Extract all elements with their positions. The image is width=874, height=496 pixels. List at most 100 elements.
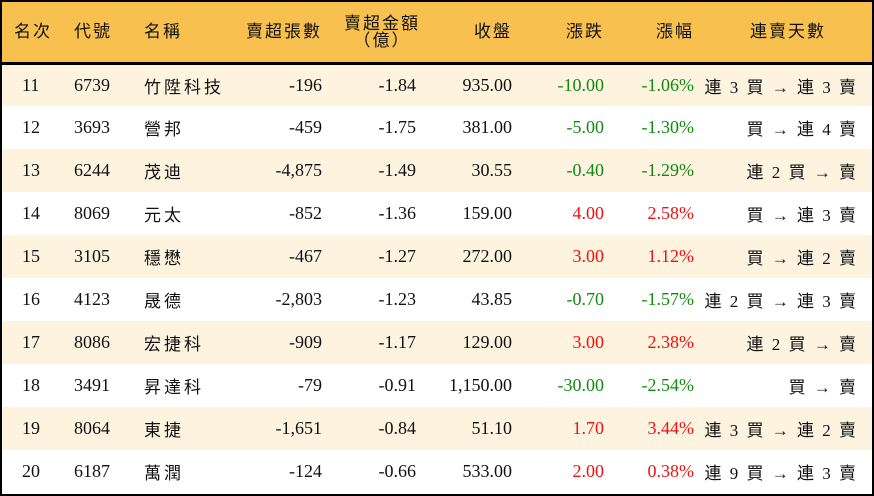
cell-net-sell-lots: -79 — [298, 375, 322, 395]
cell-net-sell-lots: -1,651 — [275, 418, 323, 438]
table-row[interactable]: 18 3491 昇達科 -79 -0.91 1,150.00 -30.00 -2… — [2, 364, 872, 407]
cell-net-sell-amount: -1.27 — [378, 246, 417, 266]
table-row[interactable]: 17 8086 宏捷科 -909 -1.17 129.00 3.00 2.38%… — [2, 321, 872, 364]
cell-name: 昇達科 — [144, 378, 204, 397]
cell-code: 3693 — [74, 117, 110, 137]
table-row[interactable]: 13 6244 茂迪 -4,875 -1.49 30.55 -0.40 -1.2… — [2, 149, 872, 192]
cell-streak: 買 → 連 2 賣 — [746, 249, 858, 268]
cell-net-sell-lots: -852 — [289, 203, 322, 223]
cell-net-sell-amount: -1.23 — [378, 289, 417, 309]
cell-change-pct: -1.57% — [641, 289, 695, 309]
header-row: 名次 代號 名稱 賣超張數 賣超金額 （億） 收盤 漲跌 漲幅 連賣天數 — [2, 2, 872, 65]
header-streak[interactable]: 連賣天數 — [704, 2, 872, 65]
cell-net-sell-lots: -4,875 — [275, 160, 323, 180]
cell-streak: 連 2 買 → 賣 — [746, 335, 858, 354]
cell-code: 4123 — [74, 289, 110, 309]
cell-rank: 14 — [22, 203, 40, 223]
header-change[interactable]: 漲跌 — [522, 2, 614, 65]
header-net-sell-lots[interactable]: 賣超張數 — [222, 2, 332, 65]
cell-rank: 16 — [22, 289, 40, 309]
cell-change: -10.00 — [557, 74, 605, 95]
cell-name: 元太 — [144, 206, 184, 225]
header-code[interactable]: 代號 — [64, 2, 132, 65]
cell-change-pct: -1.30% — [641, 117, 695, 137]
cell-name: 茂迪 — [144, 163, 184, 182]
cell-change-pct: -1.06% — [641, 74, 695, 95]
cell-streak: 連 9 買 → 連 3 賣 — [704, 464, 858, 483]
cell-close: 30.55 — [471, 160, 513, 180]
cell-streak: 連 2 買 → 賣 — [746, 163, 858, 182]
cell-streak: 連 3 買 → 連 3 賣 — [704, 77, 858, 97]
cell-net-sell-lots: -196 — [289, 74, 322, 95]
cell-change-pct: 1.12% — [647, 246, 695, 266]
cell-net-sell-amount: -1.17 — [378, 332, 417, 352]
cell-change: -30.00 — [557, 375, 605, 395]
header-name[interactable]: 名稱 — [132, 2, 222, 65]
cell-net-sell-lots: -467 — [289, 246, 322, 266]
cell-name: 萬潤 — [144, 464, 184, 483]
cell-close: 533.00 — [462, 461, 513, 481]
table-row[interactable]: 12 3693 營邦 -459 -1.75 381.00 -5.00 -1.30… — [2, 106, 872, 149]
cell-name: 東捷 — [144, 421, 184, 440]
table-row[interactable]: 14 8069 元太 -852 -1.36 159.00 4.00 2.58% … — [2, 192, 872, 235]
table-row[interactable]: 16 4123 晟德 -2,803 -1.23 43.85 -0.70 -1.5… — [2, 278, 872, 321]
cell-close: 43.85 — [471, 289, 513, 309]
cell-net-sell-amount: -0.66 — [378, 461, 417, 481]
cell-change: -0.40 — [566, 160, 605, 180]
cell-streak: 連 3 買 → 連 2 賣 — [704, 421, 858, 440]
cell-net-sell-amount: -0.91 — [378, 375, 417, 395]
cell-change-pct: 0.38% — [647, 461, 695, 481]
header-net-sell-amount-line1: 賣超金額 — [344, 13, 420, 33]
header-rank[interactable]: 名次 — [2, 2, 64, 65]
cell-change: 3.00 — [572, 246, 605, 266]
cell-net-sell-lots: -459 — [289, 117, 322, 137]
cell-change: -0.70 — [566, 289, 605, 309]
header-change-pct[interactable]: 漲幅 — [614, 2, 704, 65]
cell-name: 穩懋 — [144, 249, 184, 268]
cell-rank: 18 — [22, 375, 40, 395]
header-close[interactable]: 收盤 — [432, 2, 522, 65]
cell-code: 6739 — [74, 74, 110, 95]
cell-code: 3105 — [74, 246, 110, 266]
cell-change: -5.00 — [566, 117, 605, 137]
cell-rank: 20 — [22, 461, 40, 481]
cell-close: 381.00 — [462, 117, 513, 137]
cell-streak: 買 → 賣 — [788, 378, 858, 397]
cell-streak: 連 2 買 → 連 3 賣 — [704, 292, 858, 311]
table-header: 名次 代號 名稱 賣超張數 賣超金額 （億） 收盤 漲跌 漲幅 連賣天數 — [2, 2, 872, 65]
cell-net-sell-lots: -124 — [289, 461, 322, 481]
cell-change-pct: -1.29% — [641, 160, 695, 180]
cell-change-pct: 2.38% — [647, 332, 695, 352]
cell-net-sell-amount: -1.36 — [378, 203, 417, 223]
cell-close: 1,150.00 — [449, 375, 512, 395]
table-row[interactable]: 11 6739 竹陞科技 -196 -1.84 935.00 -10.00 -1… — [2, 63, 872, 106]
header-net-sell-amount-line2: （億） — [353, 30, 411, 50]
cell-close: 272.00 — [462, 246, 513, 266]
cell-change: 2.00 — [572, 461, 605, 481]
table-body: 11 6739 竹陞科技 -196 -1.84 935.00 -10.00 -1… — [2, 63, 872, 493]
cell-change-pct: 2.58% — [647, 203, 695, 223]
cell-code: 8064 — [74, 418, 110, 438]
cell-code: 6187 — [74, 461, 110, 481]
cell-change-pct: -2.54% — [641, 375, 695, 395]
table-row[interactable]: 20 6187 萬潤 -124 -0.66 533.00 2.00 0.38% … — [2, 450, 872, 493]
cell-code: 3491 — [74, 375, 110, 395]
table-row[interactable]: 15 3105 穩懋 -467 -1.27 272.00 3.00 1.12% … — [2, 235, 872, 278]
cell-change-pct: 3.44% — [647, 418, 695, 438]
cell-close: 159.00 — [462, 203, 513, 223]
cell-net-sell-amount: -0.84 — [378, 418, 417, 438]
cell-rank: 11 — [22, 74, 40, 95]
cell-rank: 15 — [22, 246, 40, 266]
cell-net-sell-amount: -1.75 — [378, 117, 417, 137]
cell-code: 6244 — [74, 160, 110, 180]
cell-close: 935.00 — [462, 74, 513, 95]
cell-close: 129.00 — [462, 332, 513, 352]
cell-change: 3.00 — [572, 332, 605, 352]
cell-rank: 19 — [22, 418, 40, 438]
header-net-sell-amount[interactable]: 賣超金額 （億） — [332, 2, 432, 65]
table-row[interactable]: 19 8064 東捷 -1,651 -0.84 51.10 1.70 3.44%… — [2, 407, 872, 450]
cell-name: 晟德 — [144, 292, 184, 311]
cell-code: 8069 — [74, 203, 110, 223]
cell-name: 營邦 — [144, 120, 184, 139]
